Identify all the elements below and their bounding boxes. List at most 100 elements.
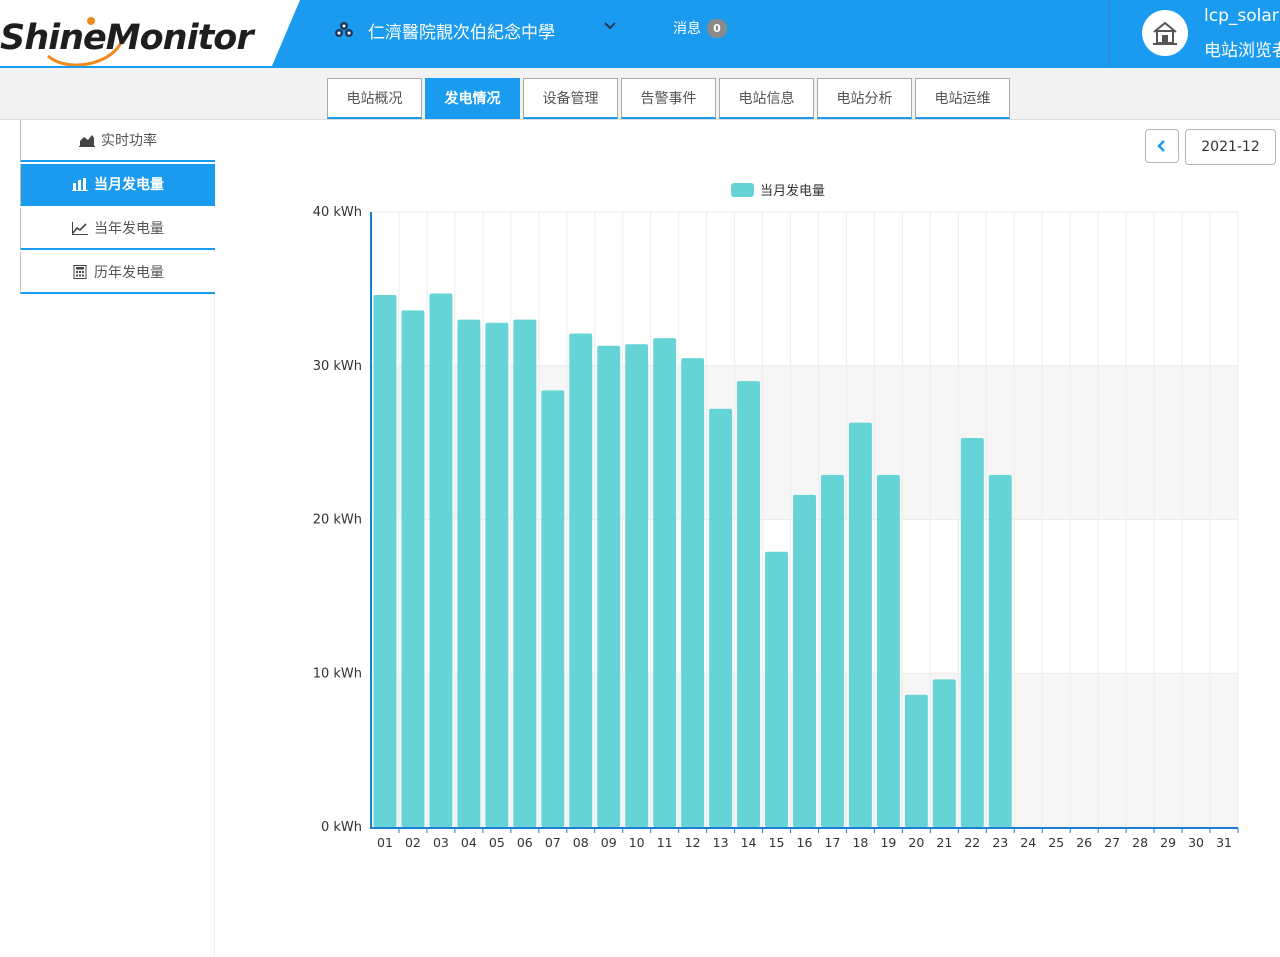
x-tick-label: 26 — [1076, 835, 1092, 850]
x-tick-label: 07 — [545, 835, 561, 850]
chart-bar — [625, 344, 649, 827]
logo-area: ShineMonitor — [0, 0, 300, 66]
x-tick-label: 02 — [405, 835, 421, 850]
x-tick-label: 03 — [433, 835, 449, 850]
tab-device-management[interactable]: 设备管理 — [523, 78, 618, 119]
x-tick-label: 01 — [377, 835, 393, 850]
bar-chart-icon — [72, 178, 88, 191]
x-tick-label: 28 — [1132, 835, 1148, 850]
x-tick-label: 23 — [992, 835, 1008, 850]
messages-link[interactable]: 消息 0 — [673, 18, 727, 38]
x-tick-label: 15 — [769, 835, 785, 850]
logo-swoosh-icon — [46, 17, 125, 66]
sidebar-item-label: 当年发电量 — [94, 221, 164, 237]
tab-plant-overview[interactable]: 电站概况 — [327, 78, 422, 119]
chart-bar — [932, 679, 956, 827]
x-tick-label: 20 — [908, 835, 924, 850]
chart-legend[interactable]: 当月发电量 — [731, 180, 825, 199]
x-tick-label: 16 — [797, 835, 813, 850]
chart-bar — [821, 474, 844, 827]
chart-bar — [541, 390, 565, 827]
chart-bar — [457, 319, 481, 827]
line-chart-icon — [72, 222, 88, 235]
user-name[interactable]: lcp_solar — [1204, 6, 1279, 26]
chart-bar — [737, 381, 761, 827]
tab-plant-info[interactable]: 电站信息 — [719, 78, 814, 119]
sidebar-item-label: 实时功率 — [101, 133, 157, 149]
chart-bar — [681, 358, 705, 827]
x-tick-label: 04 — [461, 835, 477, 850]
x-tick-label: 27 — [1104, 835, 1120, 850]
y-tick-label: 40 kWh — [313, 205, 362, 220]
sidebar-item-yearly-generation[interactable]: 当年发电量 — [20, 208, 215, 250]
chart-bar — [485, 322, 509, 827]
logo-text: ShineMonitor — [0, 18, 254, 58]
x-tick-label: 11 — [657, 835, 673, 850]
month-picker[interactable]: 2021-12 — [1185, 129, 1276, 165]
x-tick-label: 06 — [517, 835, 533, 850]
x-tick-label: 08 — [573, 835, 589, 850]
x-tick-label: 12 — [685, 835, 701, 850]
chevron-left-icon — [1157, 140, 1165, 152]
plant-selector[interactable]: 仁濟醫院靚次伯紀念中學 — [334, 16, 555, 44]
sidebar-item-label: 当月发电量 — [94, 177, 164, 193]
sidebar-item-label: 历年发电量 — [94, 265, 164, 281]
user-role: 电站浏览者 — [1204, 41, 1280, 61]
chart-bar — [904, 694, 928, 827]
main-tabs: 电站概况 发电情况 设备管理 告警事件 电站信息 电站分析 电站运维 — [0, 66, 1280, 120]
x-tick-label: 19 — [880, 835, 896, 850]
chevron-down-icon[interactable] — [602, 18, 618, 34]
chart-bar — [401, 310, 425, 827]
plant-name: 仁濟醫院靚次伯紀念中學 — [368, 22, 555, 43]
shinemonitor-logo[interactable]: ShineMonitor — [0, 8, 270, 66]
top-bar: ShineMonitor 仁濟醫院靚次伯紀念中學 消息 0 lcp_solar … — [0, 0, 1280, 66]
chart-bar — [848, 422, 872, 827]
chart-bar — [569, 333, 593, 827]
chart-bar — [709, 408, 733, 827]
x-tick-label: 05 — [489, 835, 505, 850]
messages-label: 消息 — [673, 21, 701, 37]
monthly-generation-chart: 0 kWh 10 kWh 20 kWh 30 kWh 40 kWh 01 02 03 04 05 0… — [313, 205, 1239, 850]
area-chart-icon — [79, 135, 95, 147]
x-tick-label: 18 — [852, 835, 868, 850]
x-tick-label: 24 — [1020, 835, 1036, 850]
previous-month-button[interactable] — [1145, 129, 1179, 163]
chart-bar — [876, 474, 900, 827]
sidebar-item-historical-generation[interactable]: 历年发电量 — [20, 252, 215, 294]
x-tick-label: 09 — [601, 835, 617, 850]
calculator-icon — [73, 265, 87, 279]
y-tick-label: 20 kWh — [313, 513, 362, 528]
x-tick-label: 30 — [1188, 835, 1204, 850]
chart-bar — [597, 345, 621, 827]
tab-plant-maintenance[interactable]: 电站运维 — [915, 78, 1010, 119]
x-tick-label: 22 — [964, 835, 980, 850]
y-tick-label: 30 kWh — [313, 359, 362, 374]
avatar[interactable] — [1142, 10, 1188, 56]
x-tick-label: 21 — [936, 835, 952, 850]
sidebar-item-realtime-power[interactable]: 实时功率 — [20, 120, 215, 162]
x-tick-label: 13 — [713, 835, 729, 850]
chart-bar — [988, 474, 1012, 827]
chart-bar — [765, 551, 788, 827]
y-tick-label: 0 kWh — [321, 820, 362, 835]
plant-cluster-icon — [335, 22, 353, 37]
x-tick-label: 17 — [825, 835, 841, 850]
y-tick-label: 10 kWh — [313, 666, 362, 681]
chart-bar — [960, 438, 984, 827]
sidebar-item-monthly-generation[interactable]: 当月发电量 — [20, 164, 215, 206]
tab-alarm-events[interactable]: 告警事件 — [621, 78, 716, 119]
x-tick-label: 29 — [1160, 835, 1176, 850]
messages-count-badge: 0 — [707, 18, 727, 38]
chart-bar — [373, 295, 397, 827]
sidebar: 实时功率 当月发电量 当年发电量 历年发电量 — [0, 120, 215, 957]
x-tick-label: 25 — [1048, 835, 1064, 850]
tab-generation[interactable]: 发电情况 — [425, 78, 520, 119]
x-tick-label: 10 — [629, 835, 645, 850]
legend-swatch — [731, 182, 754, 197]
chart-bar — [513, 319, 537, 827]
legend-label: 当月发电量 — [760, 184, 826, 199]
house-icon — [1153, 21, 1177, 45]
header-divider — [1109, 0, 1110, 66]
tab-plant-analysis[interactable]: 电站分析 — [817, 78, 912, 119]
x-tick-label: 31 — [1216, 835, 1232, 850]
